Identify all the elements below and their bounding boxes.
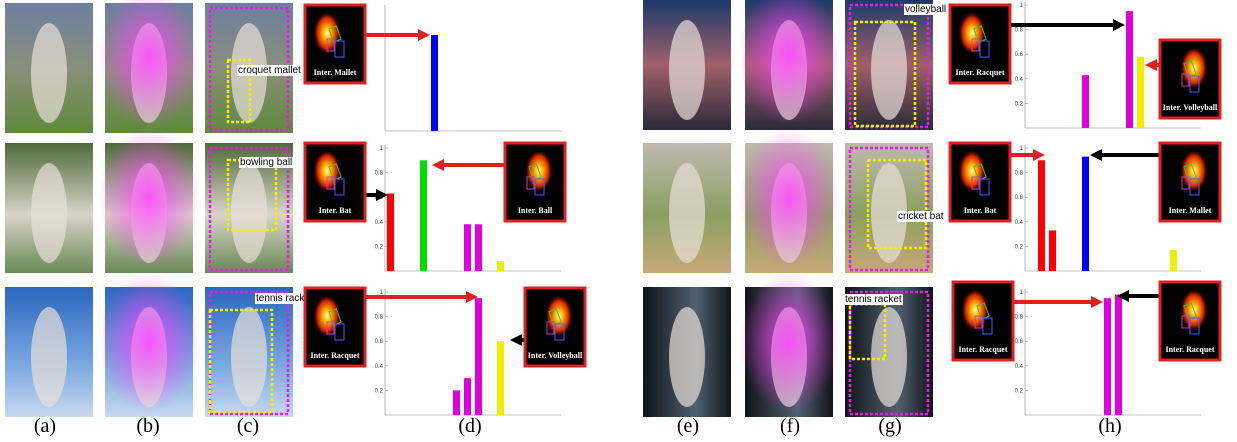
arrow-head xyxy=(510,334,522,346)
y-tick-label: 1 xyxy=(1020,146,1024,152)
caption: (e) xyxy=(677,415,699,437)
person xyxy=(31,23,67,123)
bar xyxy=(431,35,438,131)
person xyxy=(669,163,705,263)
caption: (c) xyxy=(237,415,259,437)
bar xyxy=(464,378,471,415)
y-tick-label: 1 xyxy=(380,146,384,152)
arrow-head xyxy=(1033,149,1045,161)
person xyxy=(871,307,907,407)
y-tick-label: 0.4 xyxy=(375,364,384,370)
bar xyxy=(497,341,504,415)
arrow-head xyxy=(418,29,430,41)
bar xyxy=(1137,57,1144,128)
y-tick-label: 0.8 xyxy=(1015,315,1024,321)
inset-label: Inter. Ball xyxy=(518,206,553,215)
caption: (g) xyxy=(878,415,901,437)
y-tick-label: 0.4 xyxy=(375,220,384,226)
inset-label: Inter. Mallet xyxy=(314,68,357,77)
inset-label: Inter. Racquet xyxy=(310,351,359,360)
figure: croquet mallet bowling ball tennis racket v… xyxy=(0,0,1237,442)
saliency xyxy=(739,272,839,412)
person xyxy=(231,163,267,263)
y-tick-label: 0.8 xyxy=(375,171,384,177)
bar xyxy=(1115,294,1122,415)
inset-label: Inter. Racquet xyxy=(1165,345,1214,354)
bar xyxy=(475,224,482,271)
inset-label: Inter. Volleyball xyxy=(1163,103,1218,112)
arrow-head xyxy=(1090,149,1102,161)
arrow-head xyxy=(432,159,444,171)
y-tick-label: 1 xyxy=(1020,290,1024,296)
bar xyxy=(453,390,460,415)
bar xyxy=(464,224,471,271)
object-label: volleyball xyxy=(905,4,946,15)
y-tick-label: 0.4 xyxy=(1015,364,1024,370)
bar xyxy=(1126,11,1133,128)
saliency xyxy=(739,128,839,268)
y-tick-label: 0.4 xyxy=(1015,77,1024,83)
bar xyxy=(387,194,394,271)
person xyxy=(31,307,67,407)
object-label: tennis racket xyxy=(845,294,902,305)
y-tick-label: 0.2 xyxy=(375,244,384,250)
person xyxy=(669,307,705,407)
inset-label: Inter. Mallet xyxy=(1169,206,1212,215)
arrow-head xyxy=(1113,19,1125,31)
bar xyxy=(475,298,482,415)
y-tick-label: 0.6 xyxy=(1015,52,1024,58)
caption: (a) xyxy=(34,415,56,437)
y-tick-label: 0.8 xyxy=(375,315,384,321)
y-tick-label: 0.6 xyxy=(375,339,384,345)
object-label: croquet mallet xyxy=(238,65,301,76)
caption: (f) xyxy=(780,415,800,437)
person xyxy=(31,163,67,263)
y-tick-label: 0.6 xyxy=(1015,339,1024,345)
y-tick-label: 0.2 xyxy=(1015,388,1024,394)
object-label: bowling ball xyxy=(240,157,292,168)
person xyxy=(231,307,267,407)
inset-label: Inter. Racquet xyxy=(958,345,1007,354)
person xyxy=(871,20,907,120)
saliency xyxy=(99,128,199,268)
inset-label: Inter. Volleyball xyxy=(528,351,583,360)
inset-label: Inter. Bat xyxy=(964,206,997,215)
y-tick-label: 0.8 xyxy=(1015,28,1024,34)
y-tick-label: 1 xyxy=(1020,3,1024,9)
bar xyxy=(420,160,427,271)
y-tick-label: 0.8 xyxy=(1015,171,1024,177)
saliency xyxy=(99,272,199,412)
y-tick-label: 0.2 xyxy=(1015,101,1024,107)
bar xyxy=(1049,230,1056,271)
bar xyxy=(1082,157,1089,271)
inset-label: Inter. Bat xyxy=(319,206,352,215)
y-tick-label: 0.6 xyxy=(1015,195,1024,201)
inset-label: Inter. Racquet xyxy=(955,68,1004,77)
bar xyxy=(497,261,504,271)
person xyxy=(669,20,705,120)
y-tick-label: 0.4 xyxy=(1015,220,1024,226)
bar xyxy=(1038,160,1045,271)
object-label: cricket bat xyxy=(898,211,944,222)
caption: (h) xyxy=(1098,415,1121,437)
captions: (a) (b) (c) (d) (e) (f) (g) (h) xyxy=(34,415,1122,437)
arrow-head xyxy=(1091,296,1103,308)
caption: (d) xyxy=(458,415,481,437)
bar xyxy=(1104,298,1111,415)
bar xyxy=(1170,250,1177,271)
y-tick-label: 0.2 xyxy=(1015,244,1024,250)
arrow-head xyxy=(1145,59,1157,71)
caption: (b) xyxy=(136,415,159,437)
bar xyxy=(1082,75,1089,128)
y-tick-label: 0.2 xyxy=(375,388,384,394)
